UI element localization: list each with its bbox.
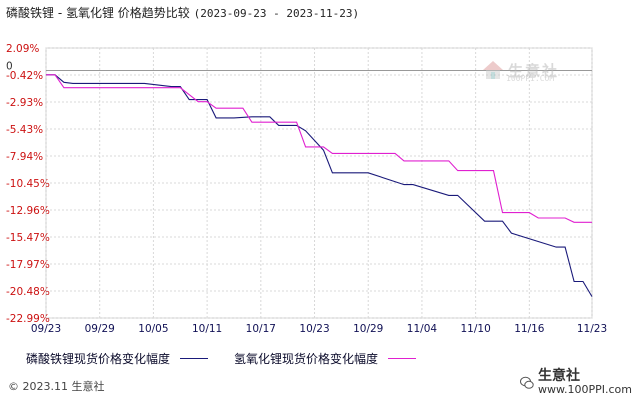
y-tick-label: -2.93% <box>6 97 43 109</box>
title-text: 磷酸铁锂 - 氢氧化锂 价格趋势比较 <box>6 6 190 20</box>
watermark-logo-icon <box>483 61 503 79</box>
x-tick-label: 10/11 <box>192 323 222 335</box>
y-tick-label: -22.99% <box>6 313 50 325</box>
x-tick-label: 10/05 <box>138 323 168 335</box>
y-tick-label: -0.42% <box>6 70 43 82</box>
watermark-name: 生意社 <box>508 61 560 80</box>
footer-brand-name: 生意社 <box>538 368 581 384</box>
line-chart: 2.09% -0.42% -2.93% -5.43% -7.94% -10.45% -12.… <box>6 43 607 335</box>
legend-label-series1: 磷酸铁锂现货价格变化幅度 <box>26 352 171 366</box>
legend-item-series1: 磷酸铁锂现货价格变化幅度 <box>26 350 209 367</box>
x-tick-label: 10/23 <box>299 323 329 335</box>
legend-swatch-series1 <box>180 358 209 359</box>
x-tick-label: 09/23 <box>31 323 61 335</box>
legend-item-series2: 氢氧化锂现货价格变化幅度 <box>234 350 417 367</box>
legend-swatch-series2 <box>388 358 417 359</box>
y-tick-label: 2.09% <box>6 43 39 55</box>
y-tick-label: -5.43% <box>6 124 43 136</box>
watermark-url: 100PPI.COM <box>506 74 555 83</box>
y-tick-label: -12.96% <box>6 205 50 217</box>
x-tick-label: 10/17 <box>246 323 276 335</box>
y-tick-label: -17.97% <box>6 259 50 271</box>
footer-copyright: © 2023.11 生意社 <box>8 380 105 393</box>
zero-label: 0 <box>6 61 13 73</box>
y-tick-label: -7.94% <box>6 151 43 163</box>
x-tick-label: 11/10 <box>461 323 491 335</box>
watermark: 生意社 100PPI.COM <box>482 52 582 88</box>
series-line-1 <box>46 74 593 297</box>
footer-brand-url: www.100PPI.com <box>538 383 632 396</box>
x-tick-label: 09/29 <box>85 323 115 335</box>
x-tick-label: 11/04 <box>407 323 438 335</box>
series-line-2 <box>46 74 592 223</box>
x-tick-label: 11/23 <box>577 323 607 335</box>
legend-label-series2: 氢氧化锂现货价格变化幅度 <box>234 352 379 366</box>
wechat-icon <box>520 376 534 389</box>
chart-title: 磷酸铁锂 - 氢氧化锂 价格趋势比较 (2023-09-23 - 2023-11… <box>6 4 359 21</box>
y-tick-label: -20.48% <box>6 286 50 298</box>
x-tick-label: 10/29 <box>353 323 383 335</box>
y-tick-label: -15.47% <box>6 232 50 244</box>
date-range: (2023-09-23 - 2023-11-23) <box>193 7 360 20</box>
chart-legend: 磷酸铁锂现货价格变化幅度 氢氧化锂现货价格变化幅度 <box>26 350 442 367</box>
y-tick-label: -10.45% <box>6 178 50 190</box>
footer-brand: 生意社 www.100PPI.com <box>520 368 632 396</box>
x-tick-label: 11/16 <box>514 323 545 335</box>
